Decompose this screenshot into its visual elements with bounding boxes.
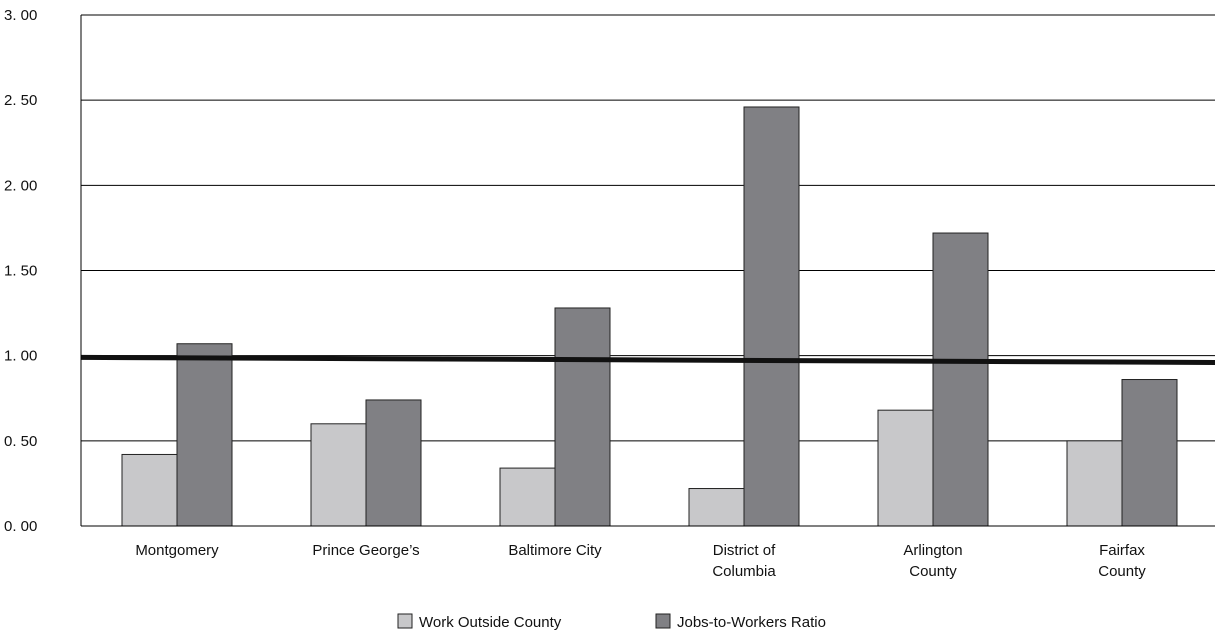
legend-label: Jobs-to-Workers Ratio [677,614,826,631]
y-tick-label: 0. 00 [4,518,37,535]
gridlines [81,14,1215,442]
y-tick-label: 3. 00 [4,7,37,24]
y-tick-label: 2. 00 [4,177,37,194]
y-tick-label: 2. 50 [4,92,37,109]
bar-work-outside-county [499,467,556,527]
bar-jobs-to-workers-ratio [932,232,989,527]
bar-work-outside-county [877,409,934,527]
reference-line-group [80,354,1215,365]
bar-jobs-to-workers-ratio [743,106,800,527]
x-category-label: Arlington [903,542,962,559]
y-axis-tick-labels: 0. 00 0. 50 1. 00 1. 50 2. 00 2. 50 3. 00 [4,7,37,535]
x-category-label: District of [713,542,776,559]
legend-swatch-jobs-to-workers-ratio [655,613,671,629]
axes [80,15,1215,527]
bar-jobs-to-workers-ratio [554,307,611,527]
x-category-label: Baltimore City [508,542,602,559]
x-category-label: County [909,563,957,580]
y-tick-label: 0. 50 [4,433,37,450]
bar-work-outside-county [688,488,745,527]
reference-line [80,354,1215,365]
bar-jobs-to-workers-ratio [365,399,422,527]
bars [121,106,1178,527]
legend-label: Work Outside County [419,614,562,631]
y-tick-label: 1. 50 [4,263,37,280]
legend: Work Outside County Jobs-to-Workers Ratio [397,613,826,631]
bar-work-outside-county [121,453,178,527]
x-category-label: Columbia [712,563,776,580]
x-category-label: Fairfax [1099,542,1145,559]
bar-work-outside-county [310,423,367,527]
bar-jobs-to-workers-ratio [176,343,233,527]
x-category-label: Prince George’s [312,542,419,559]
x-category-label: Montgomery [135,542,219,559]
bar-jobs-to-workers-ratio [1121,379,1178,527]
y-tick-label: 1. 00 [4,348,37,365]
x-category-label: County [1098,563,1146,580]
bar-work-outside-county [1066,440,1123,527]
x-axis-category-labels: Montgomery Prince George’s Baltimore City D… [135,542,1146,580]
legend-swatch-work-outside-county [397,613,413,629]
